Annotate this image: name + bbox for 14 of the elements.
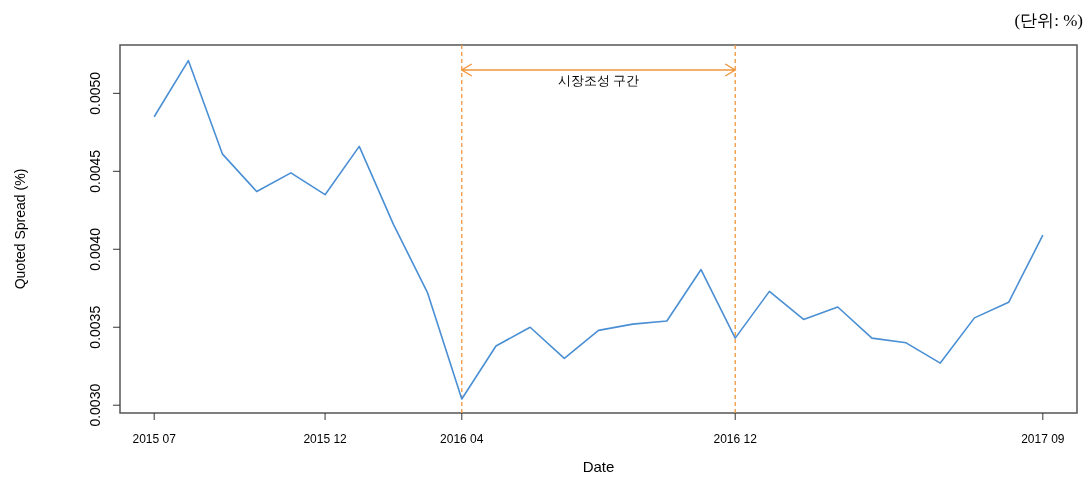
x-tick-label: 2015 07 [132,432,177,446]
y-tick-label: 0.0050 [87,71,103,115]
annotation: 시장조성 구간 [557,73,640,88]
y-tick-label: 0.0040 [87,227,103,271]
y-tick-label: 0.0030 [87,383,103,427]
x-axis-title: Date [582,458,615,475]
y-tick-label: 0.0045 [87,149,103,193]
x-tick-label: 2016 12 [713,432,758,446]
x-tick-label: 2017 09 [1021,432,1065,446]
x-tick-label: 2015 12 [303,432,348,446]
y-axis-title: Quoted Spread (%) [12,168,28,290]
x-tick-label: 2016 04 [440,432,484,446]
y-tick-label: 0.0035 [87,305,103,349]
text: (단위: %) [1014,11,1083,30]
